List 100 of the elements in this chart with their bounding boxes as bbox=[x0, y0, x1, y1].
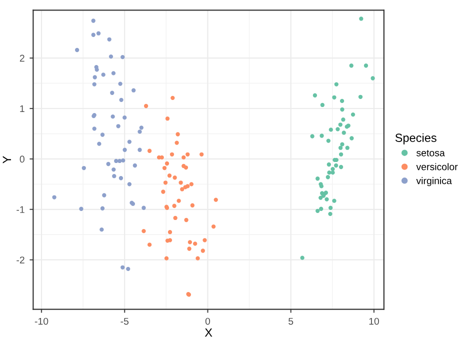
point bbox=[199, 152, 204, 156]
point bbox=[190, 203, 195, 208]
point bbox=[340, 142, 344, 146]
point bbox=[142, 206, 146, 210]
point bbox=[316, 208, 320, 213]
y-tick-label: -1 bbox=[16, 206, 24, 213]
point bbox=[330, 166, 335, 172]
point bbox=[200, 248, 205, 253]
point bbox=[107, 37, 112, 42]
point bbox=[162, 166, 167, 170]
point bbox=[82, 166, 86, 170]
point bbox=[334, 163, 338, 168]
point bbox=[52, 195, 56, 200]
point bbox=[341, 118, 346, 122]
point bbox=[326, 175, 330, 180]
point bbox=[74, 48, 80, 52]
point bbox=[328, 206, 333, 210]
point bbox=[338, 164, 344, 170]
point bbox=[328, 212, 332, 216]
legend-label: setosa bbox=[416, 150, 445, 156]
point bbox=[170, 152, 174, 156]
point bbox=[92, 82, 96, 86]
point bbox=[168, 230, 172, 234]
point bbox=[147, 148, 152, 153]
point bbox=[188, 240, 192, 244]
point bbox=[350, 112, 356, 117]
point bbox=[118, 82, 122, 86]
point bbox=[202, 238, 207, 242]
point bbox=[139, 126, 144, 130]
point bbox=[189, 182, 194, 186]
point bbox=[92, 126, 96, 131]
point bbox=[116, 124, 120, 128]
point bbox=[170, 96, 175, 100]
point bbox=[101, 72, 106, 77]
point bbox=[92, 75, 97, 80]
point bbox=[79, 206, 84, 211]
point bbox=[161, 190, 166, 194]
point bbox=[173, 216, 178, 220]
legend-title: Species bbox=[395, 133, 436, 144]
point bbox=[370, 76, 375, 80]
point bbox=[332, 198, 336, 203]
point bbox=[338, 122, 342, 127]
point bbox=[163, 180, 168, 185]
point bbox=[358, 94, 363, 99]
point bbox=[126, 266, 130, 271]
point bbox=[336, 127, 340, 132]
point bbox=[97, 142, 102, 146]
point bbox=[196, 256, 200, 260]
point bbox=[172, 176, 177, 180]
point bbox=[326, 138, 330, 143]
point bbox=[120, 265, 125, 270]
point bbox=[144, 104, 148, 108]
point bbox=[340, 107, 344, 112]
point bbox=[106, 162, 110, 166]
point bbox=[167, 174, 172, 178]
point bbox=[327, 170, 332, 175]
point bbox=[178, 180, 183, 185]
point bbox=[120, 54, 125, 60]
point bbox=[176, 132, 180, 136]
point bbox=[94, 68, 99, 72]
point bbox=[132, 163, 137, 168]
point bbox=[193, 242, 198, 246]
point bbox=[172, 204, 176, 208]
point bbox=[332, 95, 336, 100]
x-tick-label: -5 bbox=[120, 318, 129, 325]
point bbox=[345, 146, 350, 150]
x-tick-label: 5 bbox=[288, 318, 294, 325]
point bbox=[183, 185, 188, 190]
point bbox=[119, 98, 124, 102]
y-axis-title: Y bbox=[2, 156, 11, 164]
y-tick-label: 1 bbox=[20, 105, 24, 112]
point bbox=[118, 176, 124, 180]
point bbox=[318, 196, 323, 200]
y-tick-label: 2 bbox=[20, 54, 24, 62]
point bbox=[187, 246, 192, 251]
point bbox=[100, 227, 104, 232]
point bbox=[320, 102, 325, 108]
point bbox=[132, 88, 136, 92]
point bbox=[184, 218, 188, 222]
point bbox=[100, 206, 105, 210]
point bbox=[147, 242, 152, 247]
y-tick-label: -2 bbox=[16, 256, 24, 264]
point bbox=[108, 54, 114, 59]
legend-label: versicolor bbox=[416, 163, 458, 170]
point bbox=[342, 130, 346, 135]
point bbox=[110, 114, 115, 119]
point bbox=[122, 116, 127, 120]
point bbox=[330, 170, 335, 175]
point bbox=[112, 167, 116, 172]
point bbox=[326, 162, 331, 167]
point bbox=[319, 206, 324, 211]
point bbox=[91, 18, 96, 23]
point bbox=[214, 198, 218, 202]
legend-label: virginica bbox=[416, 177, 452, 186]
point bbox=[96, 31, 101, 36]
x-axis-title: X bbox=[204, 328, 212, 337]
point bbox=[338, 146, 343, 150]
x-tick-label: 10 bbox=[369, 318, 379, 325]
point bbox=[111, 71, 116, 76]
point bbox=[349, 64, 354, 68]
